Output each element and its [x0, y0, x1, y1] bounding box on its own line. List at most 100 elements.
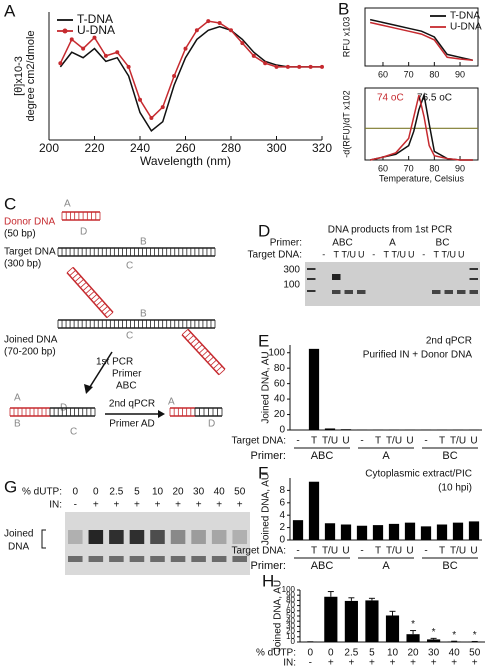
significance: *: [411, 619, 415, 630]
x-tick-label: T/U: [322, 436, 338, 447]
y-axis-label: [θ]x10-3: [13, 56, 25, 96]
bar: [324, 596, 338, 642]
dna-rung: [96, 300, 103, 306]
dna-rung: [201, 350, 209, 357]
gel-band: [232, 530, 247, 544]
gel-band: [68, 530, 83, 544]
arrow: [87, 351, 113, 391]
gel-lane-label: T/U: [342, 249, 357, 259]
point: [251, 53, 256, 58]
dna-rung: [184, 332, 192, 339]
point: [274, 64, 279, 69]
bar: [388, 523, 400, 540]
dna-rung: [90, 294, 98, 300]
gel-band: [307, 290, 316, 292]
point: [58, 61, 63, 66]
gel-lane-label: +: [237, 500, 243, 511]
dna-rung: [104, 309, 111, 315]
gel-group-label: BC: [436, 238, 450, 249]
bar: [344, 600, 358, 642]
x-axis-label: Wavelength (nm): [140, 154, 231, 168]
gel-lane-label: -: [372, 249, 375, 259]
y-tick-label: 6: [279, 497, 285, 508]
bar: [324, 523, 336, 540]
panel-label: B: [338, 0, 349, 18]
series-line: [59, 25, 322, 132]
dna-rung: [210, 359, 217, 366]
gel-band: [332, 290, 341, 294]
y-tick-label: 30: [286, 622, 295, 631]
x-tick-label-2: +: [390, 658, 396, 667]
dna-strand: [66, 272, 108, 319]
bar: [372, 525, 384, 540]
gel-lane-label: T/U: [442, 249, 457, 259]
bar: [324, 428, 336, 430]
gel-band: [109, 530, 124, 544]
series-line: [369, 21, 473, 61]
dna-rung: [215, 365, 223, 372]
gel-lane-label: 40: [214, 487, 226, 498]
gel-lane-label: 20: [172, 487, 184, 498]
gel-band: [170, 556, 186, 562]
y-axis-label: RFU x103: [341, 17, 351, 58]
dna-rung: [213, 362, 220, 369]
y-tick-label: 100: [268, 347, 285, 358]
gel-row-label: IN:: [49, 500, 62, 511]
y-tick-label: 40: [286, 616, 295, 625]
panel-label: E: [258, 331, 269, 350]
gel-lane-label: -: [322, 249, 325, 259]
x-tick-label: -: [296, 546, 299, 557]
x-tick-label: T: [311, 436, 317, 447]
dna-rung: [69, 270, 76, 276]
panel-label: F: [258, 463, 268, 482]
annotation: 74 oC: [377, 93, 404, 104]
x-tick-label: 30: [428, 648, 440, 659]
bar: [427, 639, 441, 642]
x-tick-label: -: [424, 436, 427, 447]
x-tick-label: 70: [404, 69, 414, 79]
x-tick-label: 0: [328, 648, 334, 659]
arrow-head: [158, 410, 165, 418]
dna-rung: [66, 267, 74, 273]
diagram-label: Primer: [112, 369, 142, 380]
point: [240, 41, 245, 46]
gel-lane-label: 30: [193, 487, 205, 498]
y-tick-label: 80: [286, 596, 295, 605]
x-tick-label: -: [296, 436, 299, 447]
y-tick-label: 2: [279, 522, 285, 533]
gel-band: [150, 530, 165, 544]
y-axis-label: Joined DNA, AU: [261, 473, 272, 545]
point: [206, 19, 211, 24]
y-tick-label: 4: [279, 510, 285, 521]
gel-band: [129, 530, 145, 544]
gel-band: [88, 530, 104, 544]
series-line: [369, 18, 474, 61]
category-row-label: IN:: [283, 658, 296, 667]
dna-rung: [181, 328, 189, 336]
gel-lane-label: +: [155, 500, 161, 511]
x-tick-label: 20: [407, 648, 419, 659]
x-tick-label: T: [375, 436, 381, 447]
gel-lane-label: 0: [93, 487, 99, 498]
y-axis-label: Joined DNA, AU: [261, 351, 272, 423]
point: [229, 28, 233, 33]
gel-band: [344, 290, 353, 294]
x-tick-label: -: [424, 546, 427, 557]
panel-label: H: [262, 571, 274, 590]
primer-label: A: [14, 393, 21, 404]
bar: [308, 348, 320, 430]
y-axis-label: -d(RFU)/dT x102: [341, 90, 351, 157]
point: [285, 64, 290, 69]
chart-title: Cytoplasmic extract/PIC: [365, 469, 472, 480]
dna-rung: [98, 303, 106, 309]
point: [320, 64, 324, 69]
group-label: ABC: [311, 560, 334, 572]
point: [160, 105, 165, 110]
gel-lane-label: 2.5: [109, 487, 123, 498]
diagram-label: ABC: [116, 381, 137, 392]
category-row-label: Target DNA:: [232, 546, 286, 557]
legend-marker: [62, 28, 68, 34]
bar: [365, 600, 379, 642]
point: [81, 46, 86, 51]
group-label: A: [382, 450, 390, 462]
